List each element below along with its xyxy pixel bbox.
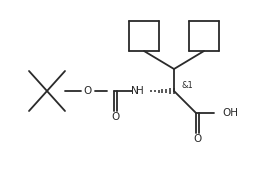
Text: O: O	[84, 86, 92, 96]
Text: OH: OH	[222, 108, 238, 118]
Text: O: O	[193, 134, 201, 144]
Text: N: N	[131, 86, 139, 96]
Text: O: O	[111, 112, 119, 122]
Text: &1: &1	[181, 81, 193, 90]
Text: H: H	[136, 86, 144, 96]
